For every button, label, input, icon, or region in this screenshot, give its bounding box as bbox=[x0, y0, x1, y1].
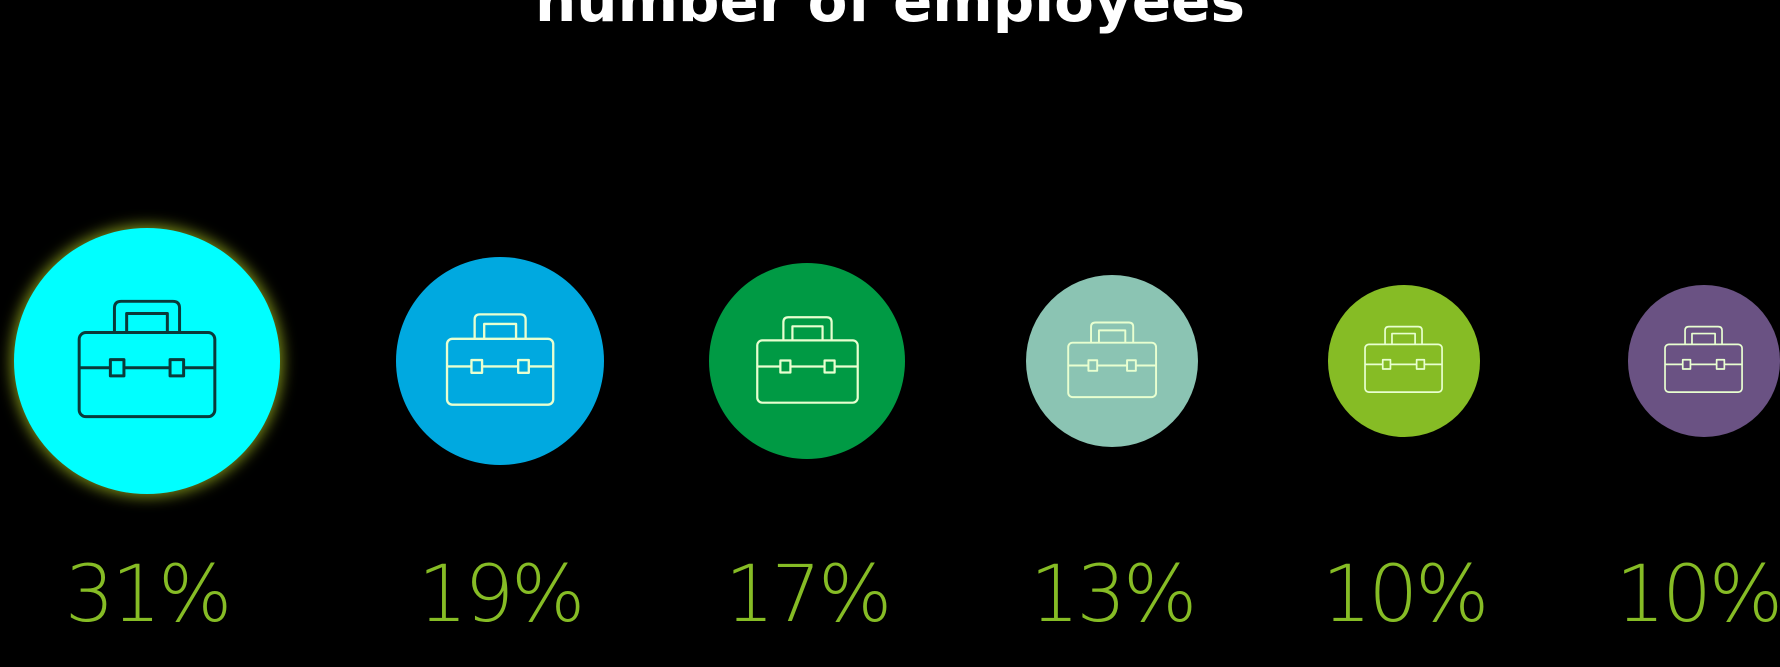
bubble-1 bbox=[14, 228, 280, 494]
briefcase-icon bbox=[1664, 326, 1744, 394]
bubble-5 bbox=[1328, 285, 1480, 437]
percent-label-6: 10% bbox=[1615, 550, 1780, 640]
percent-label-1: 31% bbox=[64, 550, 232, 640]
percent-label-3: 17% bbox=[724, 550, 892, 640]
bubble-3 bbox=[708, 262, 906, 460]
chart-title: number of employees bbox=[535, 0, 1245, 35]
bubble-4 bbox=[1025, 274, 1199, 448]
percent-label-5: 10% bbox=[1321, 550, 1489, 640]
briefcase-icon bbox=[77, 299, 217, 419]
briefcase-icon bbox=[445, 313, 555, 406]
bubble-2 bbox=[395, 256, 605, 466]
percent-label-2: 19% bbox=[417, 550, 585, 640]
briefcase-icon bbox=[755, 315, 859, 404]
briefcase-icon bbox=[1067, 321, 1157, 398]
briefcase-icon bbox=[1364, 326, 1444, 394]
bubble-6 bbox=[1628, 285, 1780, 437]
percent-label-4: 13% bbox=[1029, 550, 1197, 640]
